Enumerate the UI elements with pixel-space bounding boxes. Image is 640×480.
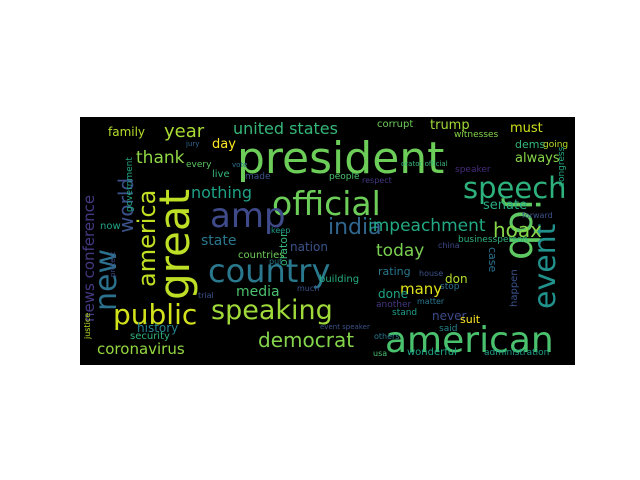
word-amp: amp [210,196,286,236]
word-live: live [212,169,230,180]
word-dems: dems [515,138,546,151]
word-official: official [272,184,381,223]
word-usa: usa [373,349,388,358]
word-must: must [510,121,543,136]
word-india: india [328,215,382,240]
word-united-states: united states [233,119,338,138]
word-trump: trump [430,118,470,133]
word-forward: forward [522,211,553,220]
word-wonderful: wonderful [407,347,457,358]
word-much: much [297,284,320,293]
word-speaking: speaking [211,295,333,326]
word-put: put [269,257,283,266]
word-rating: rating [378,265,411,278]
word-happen: happen [509,269,520,307]
word-today: today [376,241,425,261]
word-going: going [543,140,569,150]
word-democrat: democrat [258,328,355,352]
word-stand: stand [392,308,418,318]
word-day: day [212,137,236,152]
word-jury: jury [186,140,200,148]
word-government: government [125,157,135,212]
word-made: made [245,172,271,182]
word-history: history [137,321,179,335]
word-event-speaker: event speaker [320,323,370,331]
word-always: always [515,151,560,166]
word-nation: nation [290,240,328,254]
word-suit: suit [460,313,481,326]
word-building: building [319,274,360,285]
word-others: others [374,332,400,341]
word-congress: congress [557,146,567,187]
word-corrupt: corrupt [377,119,414,130]
word-orator-official: orator official [401,160,448,168]
word-vote: vote [232,161,248,169]
word-administration: administration [484,348,550,358]
word-country: country [208,252,331,290]
word-president: president [237,133,445,184]
word-impeachment: impeachment [368,216,486,236]
word-done: done [378,287,408,301]
word-case: case [486,247,499,273]
word-cloud: president american country official grea… [80,117,575,365]
word-don: don [445,272,468,286]
word-another: another [376,300,412,310]
word-witnesses: witnesses [454,130,499,140]
word-speaker: speaker [455,165,491,175]
word-state: state [201,233,237,249]
word-respect: respect [362,176,392,185]
word-hoax: hoax [493,218,543,242]
word-stop: stop [440,282,460,292]
word-countries: countries [238,250,285,261]
word-china: china [438,241,460,250]
word-speech: speech [463,171,567,205]
word-justice: justice [83,312,92,339]
word-many: many [400,280,443,298]
word-keep: keep [271,226,291,235]
word-trial: trial [198,291,214,300]
word-senate: senate [483,198,528,213]
word-coronavirus: coronavirus [97,340,185,358]
word-said: said [439,324,458,334]
word-america: america [133,189,161,287]
word-security: security [130,331,170,342]
word-media: media [236,284,280,300]
word-news-conference: news conference [80,194,98,322]
word-matter: matter [417,297,445,306]
word-house: house [419,269,444,278]
word-never: never [432,309,467,323]
word-every: every [186,160,212,170]
word-protect: protect [109,251,117,277]
word-nothing: nothing [191,183,253,202]
word-people: people [329,172,360,182]
word-year: year [164,121,205,142]
word-public: public [113,298,198,331]
word-family: family [108,125,146,139]
word-thank: thank [136,148,185,168]
word-businessperson: businessperson [458,235,529,245]
word-now: now [100,221,121,232]
word-american: american [385,320,554,361]
